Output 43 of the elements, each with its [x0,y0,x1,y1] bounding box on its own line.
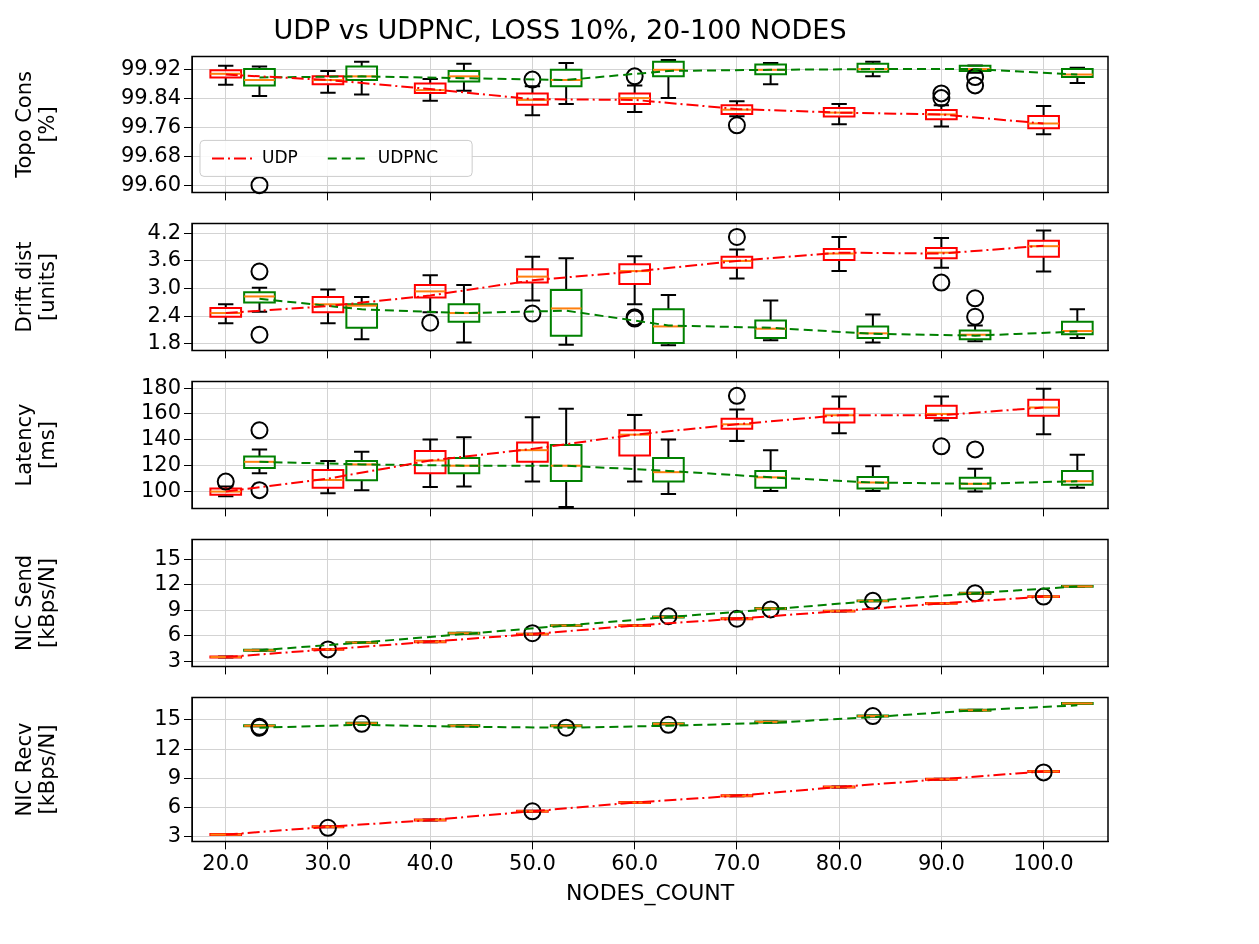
y-tick-label: 4.2 [147,219,181,244]
x-tick-label: 20.0 [202,851,250,876]
y-axis-title: Topo Cons [%] [12,71,60,179]
y-tick-label: 160 [140,400,181,425]
y-tick-label: 120 [140,452,181,477]
y-tick-label: 99.68 [120,142,181,167]
y-tick-label: 15 [154,706,181,731]
x-tick-label: 50.0 [509,851,556,876]
y-tick-label: 99.76 [120,113,181,138]
y-tick-label: 12 [154,735,181,760]
y-tick-label: 1.8 [147,330,181,355]
y-tick-label: 9 [167,764,181,789]
legend-label: UDP [262,146,298,167]
y-axis-title: NIC Send [kBps/N] [12,554,60,652]
x-tick-label: 60.0 [611,851,659,876]
y-tick-label: 99.84 [120,84,181,109]
chart-title: UDP vs UDPNC, LOSS 10%, 20-100 NODES [273,14,847,46]
y-tick-label: 3 [167,647,181,672]
x-tick-label: 90.0 [917,851,965,876]
y-tick-label: 140 [140,426,181,451]
x-axis-title: NODES_COUNT [565,879,735,906]
x-tick-label: 40.0 [406,851,454,876]
y-tick-label: 15 [154,545,181,570]
x-tick-label: 80.0 [815,851,863,876]
y-tick-label: 3.0 [147,275,181,300]
x-tick-label: 100.0 [1013,851,1074,876]
y-tick-label: 99.60 [120,171,181,196]
y-axis-title: NIC Recv [kBps/N] [12,722,60,817]
y-tick-label: 6 [167,622,181,647]
y-axis-title: Drift dist [units] [12,241,60,333]
y-tick-label: 9 [167,596,181,621]
x-tick-label: 70.0 [713,851,761,876]
y-tick-label: 99.92 [120,55,181,80]
y-tick-label: 100 [140,478,181,503]
y-tick-label: 2.4 [147,302,181,327]
y-tick-label: 6 [167,793,181,818]
y-axis-title: Latency [ms] [12,403,60,487]
y-tick-label: 180 [140,374,181,399]
y-tick-label: 3.6 [147,247,181,272]
y-tick-label: 3 [167,822,181,847]
x-tick-label: 30.0 [304,851,352,876]
legend-label: UDPNC [377,146,439,167]
y-tick-label: 12 [154,571,181,596]
